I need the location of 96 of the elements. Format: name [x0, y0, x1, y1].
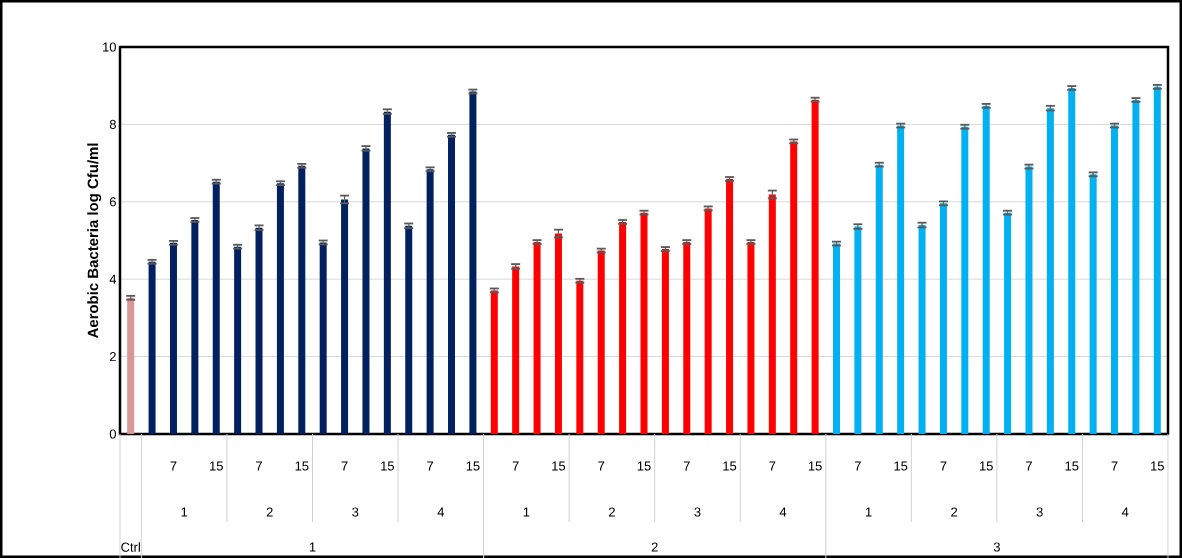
bar	[832, 243, 840, 434]
x-tick-label: 7	[512, 461, 519, 471]
x-tick-label: 7	[940, 461, 947, 471]
text: Ctrl	[121, 542, 140, 552]
x-tick-label: 15	[979, 461, 993, 471]
y-axis-title: Aerobic Bacteria log Cfu/ml	[87, 143, 102, 339]
text: 2	[266, 507, 273, 517]
bar	[191, 219, 199, 434]
bar	[1153, 86, 1161, 434]
y-tick-label: 6	[109, 197, 116, 207]
bar	[747, 242, 755, 434]
text: 3	[1036, 507, 1043, 517]
bar	[619, 221, 627, 434]
bar	[640, 212, 648, 434]
y-tick-label: 0	[109, 429, 116, 439]
bar	[683, 242, 691, 434]
y-tick-label: 2	[109, 352, 116, 362]
bar	[127, 297, 135, 434]
bar	[1025, 166, 1033, 434]
bar	[533, 242, 541, 434]
text: 2	[608, 507, 615, 517]
bar	[341, 199, 349, 434]
text: 1	[865, 507, 872, 517]
bar	[576, 280, 584, 434]
bar	[897, 125, 905, 434]
text: 3	[993, 542, 1000, 552]
x-tick-label: 7	[170, 461, 177, 471]
bar	[469, 91, 477, 434]
bar	[768, 194, 776, 434]
bar	[961, 126, 969, 434]
x-tick-label: 7	[854, 461, 861, 471]
text: 3	[352, 507, 359, 517]
x-tick-label: 7	[769, 461, 776, 471]
bar	[212, 181, 220, 434]
x-tick-label: 15	[1065, 461, 1079, 471]
text: 1	[181, 507, 188, 517]
x-tick-label: 15	[381, 461, 394, 471]
x-tick-label: 7	[427, 461, 434, 471]
x-tick-label: 15	[637, 461, 651, 471]
bar	[234, 246, 242, 434]
bar	[1111, 125, 1119, 434]
bar	[790, 141, 798, 434]
bar	[661, 249, 669, 434]
x-tick-label: 15	[552, 461, 566, 471]
bar	[918, 225, 926, 434]
bar	[255, 227, 263, 434]
bar	[405, 225, 413, 434]
bar	[1046, 108, 1054, 434]
bar	[811, 99, 819, 434]
x-tick-label: 15	[894, 461, 908, 471]
bar	[875, 164, 883, 434]
text: 1	[523, 507, 530, 517]
bar	[1089, 174, 1097, 434]
bar	[1132, 100, 1140, 434]
bar	[597, 250, 605, 434]
y-tick-label: 8	[109, 119, 116, 129]
bar	[1004, 212, 1012, 434]
bar	[490, 290, 498, 434]
x-tick-label: 7	[341, 461, 348, 471]
x-tick-label: 15	[295, 461, 309, 471]
text: 4	[779, 507, 787, 517]
bar	[939, 203, 947, 434]
text: 4	[1121, 507, 1129, 517]
bar	[276, 183, 284, 434]
bar	[726, 178, 734, 434]
x-tick-label: 7	[1026, 461, 1032, 471]
x-tick-label: 15	[723, 461, 737, 471]
text: 4	[437, 507, 445, 517]
y-tick-label: 4	[109, 274, 117, 284]
bar	[169, 242, 177, 434]
bar	[982, 105, 990, 434]
bar	[1068, 88, 1076, 434]
x-tick-label: 7	[1111, 461, 1118, 471]
y-tick-label: 10	[103, 42, 116, 52]
bar	[298, 165, 306, 434]
x-tick-label: 15	[808, 461, 822, 471]
text: 2	[651, 542, 658, 552]
x-tick-label: 15	[210, 461, 223, 471]
bar	[362, 148, 370, 434]
bar	[854, 226, 862, 434]
x-tick-label: 7	[256, 461, 262, 471]
x-tick-label: 7	[598, 461, 605, 471]
x-tick-label: 7	[683, 461, 690, 471]
bar	[383, 111, 391, 434]
x-tick-label: 15	[1151, 461, 1164, 471]
bar	[512, 266, 520, 434]
bar	[554, 233, 562, 434]
text: 1	[309, 542, 316, 552]
bar	[704, 208, 712, 434]
bar	[319, 242, 327, 434]
text: 3	[694, 507, 701, 517]
bar	[426, 169, 434, 434]
bar	[148, 261, 156, 434]
text: 2	[951, 507, 958, 517]
x-tick-label: 15	[466, 461, 480, 471]
bar	[448, 134, 456, 434]
